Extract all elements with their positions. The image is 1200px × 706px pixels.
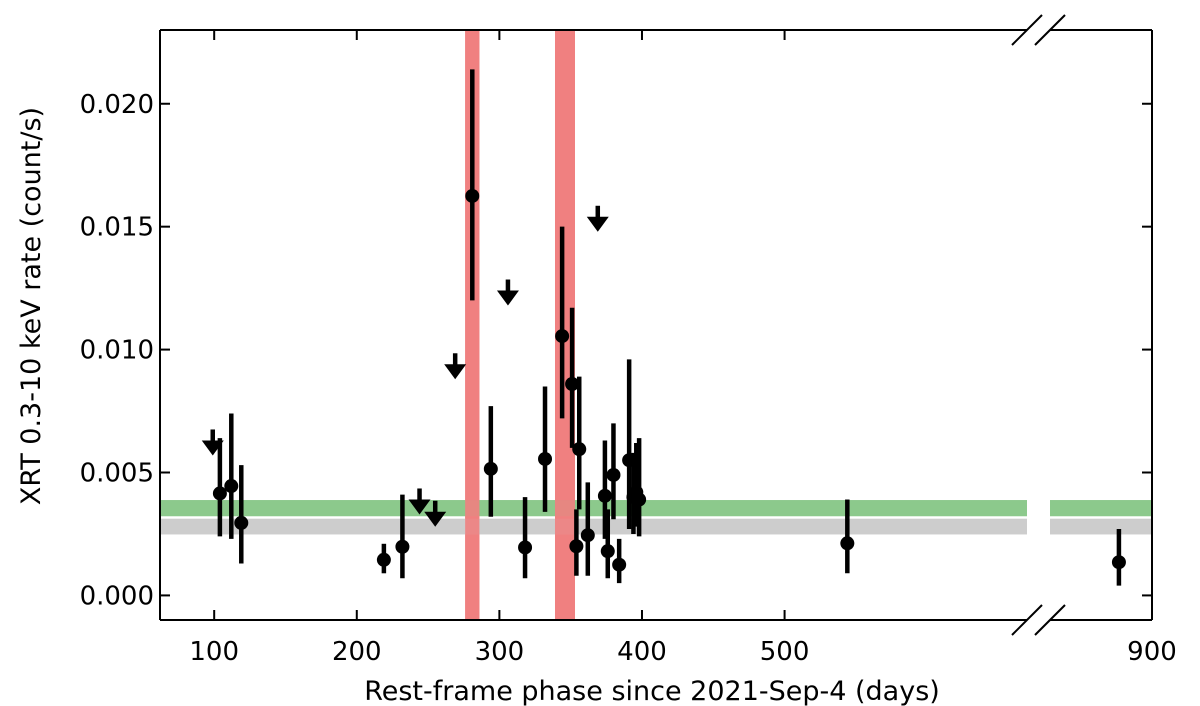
data-point-15 — [600, 544, 615, 559]
upper-limit-arrow-4 — [496, 279, 519, 306]
data-point-2 — [234, 515, 249, 530]
data-point-23 — [1111, 555, 1126, 570]
upper-limit-arrow-1 — [408, 488, 431, 515]
axis-break-mark-bottom-0 — [1011, 604, 1043, 636]
data-point-21 — [632, 492, 647, 507]
upper-limit-arrow-0 — [201, 429, 224, 456]
data-point-1 — [224, 479, 239, 494]
data-point-14 — [597, 488, 612, 503]
y-tick-label-3: 0.015 — [80, 213, 154, 243]
data-point-8 — [538, 451, 553, 466]
upper-limit-arrow-5 — [586, 205, 609, 232]
data-point-11 — [569, 539, 584, 554]
upper-limit-head-1 — [408, 499, 431, 515]
frame-layer — [159, 14, 1153, 636]
data-point-13 — [580, 528, 595, 543]
upper-limit-arrow-2 — [424, 500, 447, 527]
data-point-3 — [376, 552, 391, 567]
x-tick-label-0: 100 — [189, 637, 239, 667]
vertical-band-overlay-1 — [554, 30, 575, 620]
horizontal-band-2-left — [160, 500, 1027, 517]
upper-limit-arrow-3 — [444, 353, 467, 380]
horizontal-band-3-left — [160, 518, 1027, 535]
data-point-4 — [395, 539, 410, 554]
upper-limit-head-3 — [444, 364, 467, 380]
x-tick-label-1: 200 — [332, 637, 382, 667]
y-tick-label-2: 0.010 — [80, 336, 154, 366]
ticks-layer: 0.000 0.005 0.010 0.015 0.020 100 200 300 400 500… — [80, 30, 1177, 667]
upper-limit-head-5 — [586, 216, 609, 232]
bands-layer — [160, 30, 1152, 620]
y-axis-label: XRT 0.3-10 keV rate (count/s) — [16, 107, 47, 505]
marks-layer — [201, 69, 1126, 586]
axis-break-mark-bottom-1 — [1034, 604, 1066, 636]
data-point-16 — [606, 467, 621, 482]
x-tick-label-2: 300 — [475, 637, 525, 667]
axis-break-mark-top-0 — [1011, 14, 1043, 46]
data-point-6 — [483, 461, 498, 476]
data-point-7 — [518, 540, 533, 555]
x-tick-label-4: 500 — [760, 637, 810, 667]
axis-break-mark-top-1 — [1034, 14, 1066, 46]
data-point-22 — [840, 536, 855, 551]
y-tick-label-0: 0.000 — [80, 581, 154, 611]
horizontal-band-2-right — [1050, 500, 1152, 517]
upper-limit-head-0 — [201, 440, 224, 456]
data-point-12 — [572, 442, 587, 457]
upper-limit-head-4 — [496, 290, 519, 306]
y-tick-label-4: 0.020 — [80, 90, 154, 120]
data-point-9 — [555, 329, 570, 344]
upper-limit-head-2 — [424, 511, 447, 527]
data-point-17 — [612, 557, 627, 572]
x-axis-label: Rest-frame phase since 2021-Sep-4 (days) — [364, 676, 940, 706]
x-tick-label-3: 400 — [617, 637, 667, 667]
horizontal-band-3-right — [1050, 518, 1152, 535]
y-tick-label-1: 0.005 — [80, 459, 154, 489]
data-point-0 — [212, 486, 227, 501]
x-tick-label-5: 900 — [1127, 637, 1177, 667]
data-point-10 — [565, 377, 580, 391]
data-point-5 — [465, 188, 480, 203]
vertical-band-overlay-0 — [465, 30, 480, 620]
